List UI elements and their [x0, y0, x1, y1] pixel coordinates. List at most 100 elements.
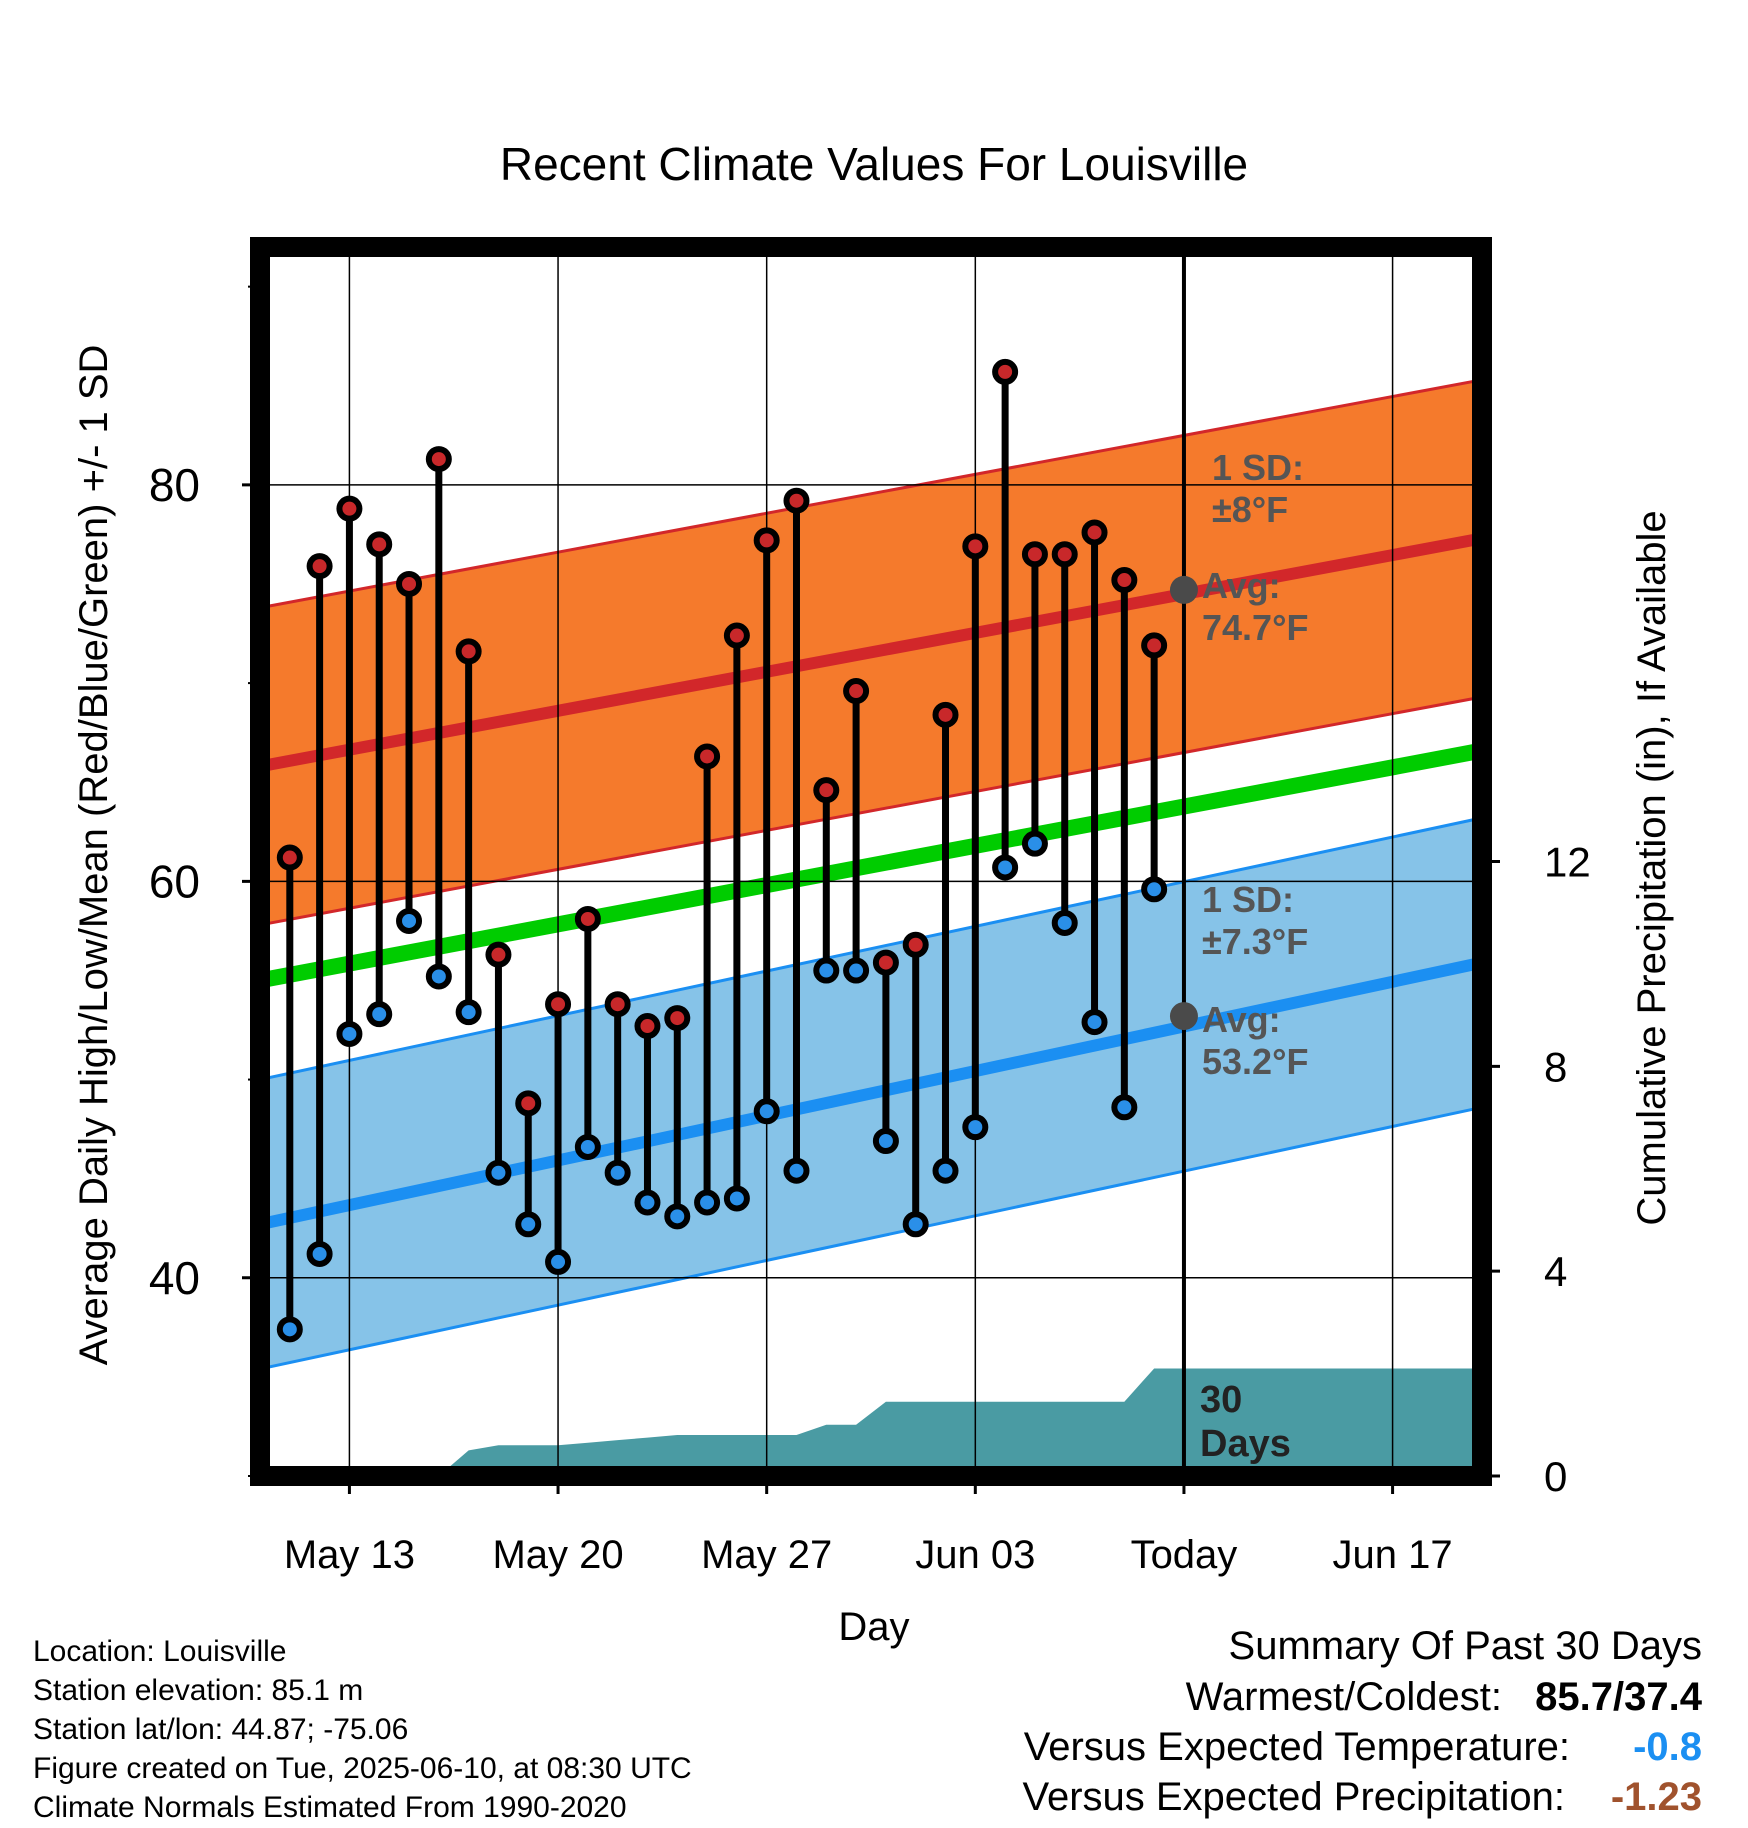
daily-high-point	[1111, 567, 1138, 594]
footer-normals: Climate Normals Estimated From 1990-2020	[33, 1791, 627, 1824]
daily-low-point	[962, 1114, 989, 1141]
daily-low-point	[306, 1240, 333, 1267]
y2-tick-label: 12	[1544, 839, 1591, 886]
daily-high-point	[396, 570, 423, 597]
high-avg-marker	[1169, 575, 1198, 604]
daily-high-point	[276, 844, 303, 871]
daily-high-point	[634, 1013, 661, 1040]
summary-warmest-coldest-value: 85.7/37.4	[1535, 1675, 1703, 1719]
daily-low-point	[425, 963, 452, 990]
summary-temp-value: -0.8	[1633, 1725, 1702, 1769]
daily-high-point	[932, 701, 959, 728]
y-axis-label: Average Daily High/Low/Mean (Red/Blue/Gr…	[72, 345, 116, 1366]
summary-precip-value: -1.23	[1611, 1775, 1702, 1819]
daily-high-point	[664, 1005, 691, 1032]
x-axis-label: Day	[838, 1605, 909, 1649]
daily-high-point	[366, 531, 393, 558]
daily-low-point	[604, 1159, 631, 1186]
plot-area: 1 SD: ±8°F Avg: 74.7°F 1 SD: ±7.3°F Avg: 53.2°F…	[149, 237, 1591, 1577]
daily-high-point	[872, 949, 899, 976]
y2-tick-label: 4	[1544, 1248, 1567, 1295]
low-avg-annotation: Avg: 53.2°F	[1202, 999, 1308, 1082]
daily-low-point	[396, 907, 423, 934]
footer-elevation: Station elevation: 85.1 m	[33, 1674, 363, 1707]
daily-high-point	[753, 527, 780, 554]
precip-area	[438, 1368, 1483, 1476]
daily-high-point	[485, 941, 512, 968]
y-tick-label: 60	[149, 855, 200, 907]
summary-panel: Summary Of Past 30 Days Warmest/Coldest:…	[1022, 1624, 1702, 1819]
daily-low-point	[992, 854, 1019, 881]
footer-created: Figure created on Tue, 2025-06-10, at 08…	[33, 1752, 692, 1785]
daily-low-point	[1111, 1094, 1138, 1121]
y-tick-label: 40	[149, 1252, 200, 1304]
daily-high-point	[723, 622, 750, 649]
summary-temp-label: Versus Expected Temperature:	[1024, 1725, 1570, 1769]
daily-high-point	[455, 638, 482, 665]
daily-low-point	[366, 1001, 393, 1028]
window-days-label: 30 Days	[1200, 1379, 1291, 1465]
y2-axis-label: Cumulative Precipitation (in), If Availa…	[1630, 510, 1674, 1225]
x-tick-label: Today	[1131, 1533, 1238, 1577]
daily-low-point	[455, 999, 482, 1026]
daily-low-point	[1141, 876, 1168, 903]
x-tick-label: May 20	[492, 1533, 623, 1577]
daily-high-point	[902, 931, 929, 958]
daily-low-point	[843, 957, 870, 984]
daily-low-point	[753, 1098, 780, 1125]
daily-low-point	[336, 1020, 363, 1047]
mean-normal-line	[258, 742, 1484, 989]
high-avg-annotation: Avg: 74.7°F	[1202, 565, 1308, 648]
daily-low-point	[872, 1127, 899, 1154]
daily-low-point	[1021, 830, 1048, 857]
daily-low-point	[545, 1248, 572, 1275]
daily-high-point	[843, 678, 870, 705]
daily-low-point	[574, 1133, 601, 1160]
y2-tick-label: 0	[1544, 1453, 1567, 1500]
daily-high-point	[1021, 541, 1048, 568]
daily-low-point	[515, 1211, 542, 1238]
summary-precip-label: Versus Expected Precipitation:	[1022, 1775, 1565, 1819]
daily-high-point	[1141, 632, 1168, 659]
low-band-lower-edge	[259, 1105, 1483, 1371]
daily-high-point	[515, 1090, 542, 1117]
daily-low-point	[783, 1157, 810, 1184]
high-sd-annotation: 1 SD: ±8°F	[1212, 447, 1304, 530]
daily-high-point	[1081, 519, 1108, 546]
daily-low-point	[694, 1189, 721, 1216]
daily-high-point	[694, 743, 721, 770]
footer-info: Location: Louisville Station elevation: …	[33, 1635, 692, 1824]
x-tick-label: May 13	[284, 1533, 415, 1577]
low-band-upper-edge	[259, 816, 1483, 1082]
x-tick-label: Jun 03	[915, 1533, 1035, 1577]
daily-high-point	[962, 533, 989, 560]
daily-high-point	[425, 446, 452, 473]
daily-low-point	[634, 1189, 661, 1216]
daily-high-point	[574, 905, 601, 932]
daily-low-point	[723, 1185, 750, 1212]
daily-low-point	[664, 1203, 691, 1230]
daily-high-point	[306, 553, 333, 580]
daily-high-point	[783, 487, 810, 514]
high-band-upper-edge	[259, 378, 1483, 610]
summary-heading: Summary Of Past 30 Days	[1229, 1624, 1702, 1668]
high-band-lower-edge	[259, 695, 1483, 927]
daily-high-point	[604, 991, 631, 1018]
y-tick-label: 80	[149, 459, 200, 511]
chart-title: Recent Climate Values For Louisville	[500, 138, 1248, 190]
summary-warmest-coldest-label: Warmest/Coldest:	[1186, 1675, 1502, 1719]
daily-high-point	[336, 495, 363, 522]
footer-latlon: Station lat/lon: 44.87; -75.06	[33, 1713, 408, 1746]
x-tick-label: May 27	[701, 1533, 832, 1577]
daily-high-point	[813, 777, 840, 804]
high-normal-line	[258, 532, 1484, 773]
low-avg-marker	[1169, 1002, 1198, 1031]
y2-tick-label: 8	[1544, 1043, 1567, 1090]
low-sd-annotation: 1 SD: ±7.3°F	[1202, 879, 1308, 962]
daily-low-point	[813, 957, 840, 984]
daily-low-point	[932, 1157, 959, 1184]
footer-location: Location: Louisville	[33, 1635, 287, 1668]
daily-high-point	[545, 991, 572, 1018]
daily-low-point	[902, 1211, 929, 1238]
